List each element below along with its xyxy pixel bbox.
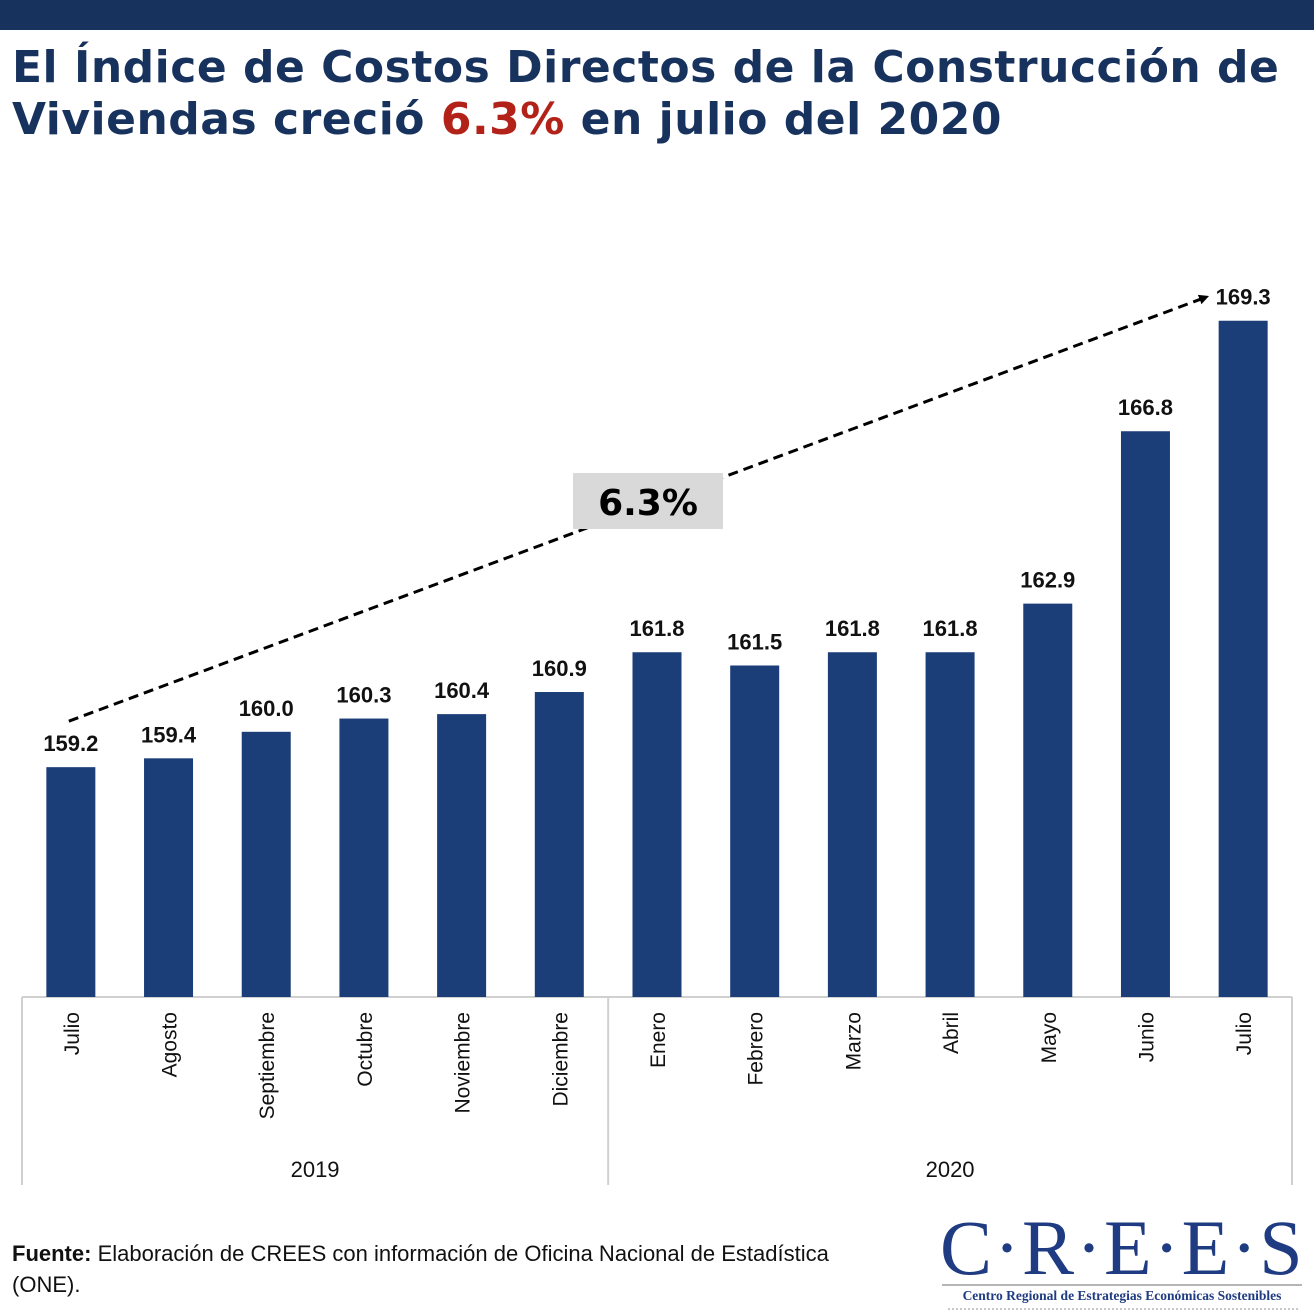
logo-divider bbox=[942, 1284, 1302, 1286]
source-label: Fuente: bbox=[12, 1241, 92, 1266]
labels-layer: 159.2 Julio 159.4 Agosto 160.0 Septiembre 160.… bbox=[43, 285, 1270, 1120]
category-label: Julio bbox=[1233, 1012, 1256, 1055]
source-text: Elaboración de CREES con información de … bbox=[12, 1241, 829, 1297]
bar bbox=[241, 731, 291, 997]
title-highlight: 6.3% bbox=[440, 94, 565, 145]
top-banner bbox=[0, 0, 1314, 30]
bar bbox=[730, 665, 780, 997]
bar bbox=[632, 652, 682, 997]
data-label: 160.0 bbox=[239, 696, 294, 721]
data-label: 159.4 bbox=[141, 722, 197, 747]
bar bbox=[437, 714, 487, 997]
category-label: Noviembre bbox=[452, 1012, 475, 1114]
category-label: Octubre bbox=[354, 1012, 377, 1087]
data-label: 161.8 bbox=[629, 616, 684, 641]
bar bbox=[827, 652, 877, 997]
category-label: Enero bbox=[647, 1012, 670, 1068]
category-label: Febrero bbox=[745, 1012, 768, 1086]
category-label: Abril bbox=[940, 1012, 963, 1054]
trend-arrow bbox=[68, 294, 1210, 723]
category-label: Agosto bbox=[159, 1012, 182, 1077]
category-label: Julio bbox=[61, 1012, 84, 1055]
bar bbox=[144, 758, 194, 997]
data-label: 161.8 bbox=[923, 616, 978, 641]
annotation-box bbox=[573, 473, 723, 529]
bar bbox=[1023, 603, 1073, 997]
data-label: 169.3 bbox=[1216, 285, 1271, 310]
data-label: 160.9 bbox=[532, 656, 587, 681]
category-label: Diciembre bbox=[549, 1012, 572, 1107]
group-label: 2020 bbox=[926, 1157, 975, 1182]
title-text-1: El Índice de Costos Directos de la Const… bbox=[12, 42, 1280, 145]
data-label: 160.4 bbox=[434, 678, 490, 703]
bar bbox=[925, 652, 975, 997]
logo-mark: C·R·E·E·S bbox=[940, 1204, 1305, 1291]
data-label: 161.5 bbox=[727, 630, 782, 655]
source-note: Fuente: Elaboración de CREES con informa… bbox=[12, 1238, 832, 1300]
bar bbox=[534, 692, 584, 997]
bar bbox=[1218, 320, 1268, 997]
bars-layer bbox=[46, 320, 1268, 997]
annotation-layer: 6.3% bbox=[68, 294, 1210, 723]
bar bbox=[46, 767, 96, 997]
category-label: Mayo bbox=[1038, 1012, 1061, 1063]
data-label: 166.8 bbox=[1118, 395, 1173, 420]
category-label: Marzo bbox=[842, 1012, 865, 1070]
data-label: 159.2 bbox=[43, 731, 98, 756]
bar bbox=[1120, 431, 1170, 997]
bar bbox=[339, 718, 389, 997]
category-label: Septiembre bbox=[256, 1012, 279, 1119]
data-label: 162.9 bbox=[1020, 568, 1075, 593]
group-label: 2019 bbox=[291, 1157, 340, 1182]
page-title: El Índice de Costos Directos de la Const… bbox=[12, 42, 1302, 146]
category-label: Junio bbox=[1135, 1012, 1158, 1062]
crees-logo: C·R·E·E·S Centro Regional de Estrategias… bbox=[940, 1208, 1304, 1312]
logo-dotted-rule bbox=[948, 1308, 1298, 1310]
annotation-label: 6.3% bbox=[598, 483, 698, 524]
logo-subtitle: Centro Regional de Estrategias Económica… bbox=[962, 1288, 1282, 1303]
data-label: 161.8 bbox=[825, 616, 880, 641]
title-text-2: en julio del 2020 bbox=[564, 94, 1002, 145]
data-label: 160.3 bbox=[336, 683, 391, 708]
